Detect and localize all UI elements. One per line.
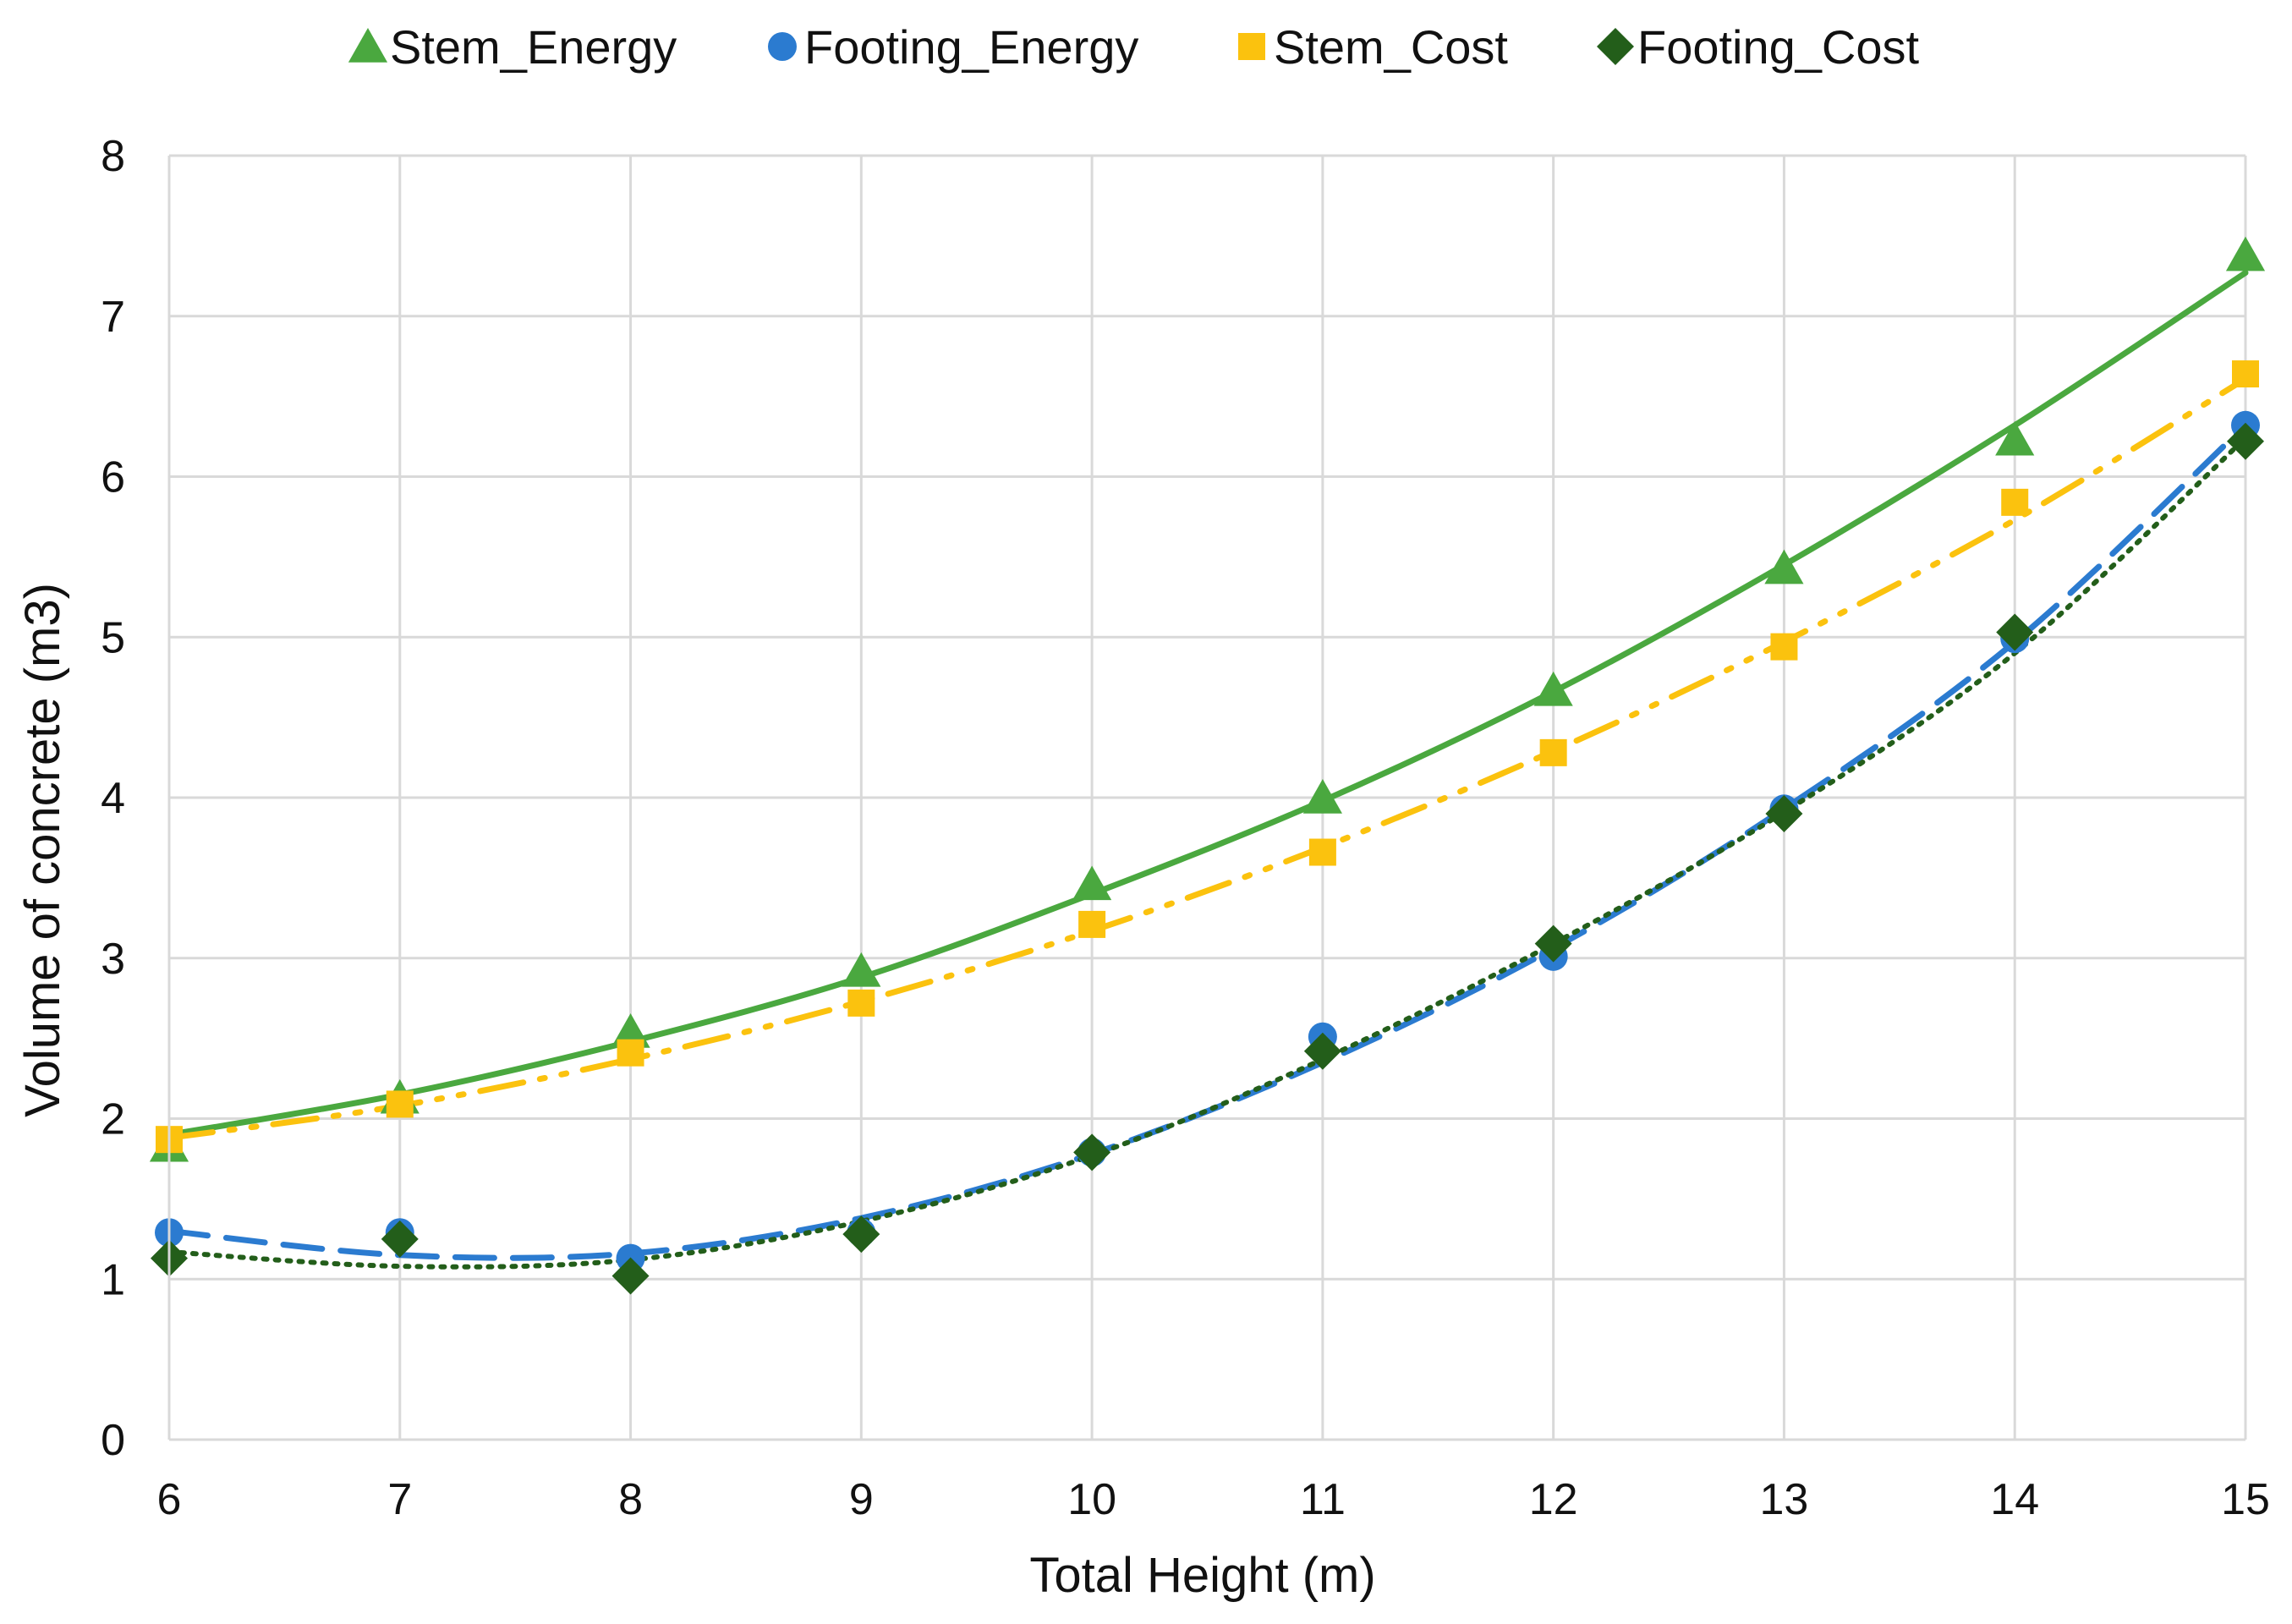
legend-marker-stem-energy [348,28,388,63]
trendline-stem-energy [166,270,2249,1138]
legend: Stem_Energy Footing_Energy Stem_Cost Footin… [348,20,1920,74]
marker-stem-cost [1078,910,1106,938]
y-axis-label: Volume of concrete (m3) [15,583,70,1117]
legend-label-stem-energy: Stem_Energy [390,20,677,74]
legend-marker-footing-energy [768,32,797,61]
y-tick-label: 8 [101,132,125,181]
marker-stem-energy [1764,549,1804,584]
y-tick-label: 6 [101,453,125,502]
legend-label-stem-cost: Stem_Cost [1274,20,1508,74]
marker-footing-cost [1303,1032,1341,1070]
y-tick-label: 3 [101,935,125,984]
x-tick-label: 8 [618,1475,643,1524]
legend-marker-stem-cost [1238,33,1265,60]
grid [169,154,2247,1440]
marker-stem-energy [842,952,881,987]
y-tick-label: 2 [101,1095,125,1144]
legend-label-footing-energy: Footing_Energy [804,20,1138,74]
marker-stem-energy [611,1013,650,1048]
marker-footing-cost [1534,924,1572,963]
x-tick-label: 14 [1990,1475,2039,1524]
marker-footing-cost [1996,613,2034,651]
trendline-stem-cost [166,376,2249,1141]
x-tick-label: 12 [1529,1475,1578,1524]
x-tick-label: 9 [849,1475,874,1524]
marker-stem-cost [1770,633,1798,661]
marker-stem-energy [1302,779,1342,814]
trendlines [166,270,2249,1270]
marker-footing-cost [611,1257,650,1295]
x-tick-label: 13 [1760,1475,1809,1524]
y-tick-label: 1 [101,1255,125,1304]
marker-stem-cost [1539,738,1567,766]
x-tick-label: 10 [1067,1475,1116,1524]
x-axis-label: Total Height (m) [1029,1548,1375,1603]
marker-stem-energy [2225,236,2266,272]
y-tick-label: 5 [101,613,125,662]
y-tick-label: 4 [101,774,125,823]
marker-footing-cost [842,1215,880,1254]
marker-footing-cost [381,1220,419,1258]
marker-stem-cost [2001,488,2029,516]
x-tick-label: 11 [1300,1475,1346,1524]
marker-footing-cost [1765,794,1803,832]
marker-stem-cost [386,1090,414,1118]
marker-footing-cost [1073,1133,1111,1171]
marker-stem-cost [617,1039,644,1067]
trendline-footing-energy [166,422,2249,1261]
marker-stem-energy [1072,865,1112,901]
marker-footing-cost [2227,422,2264,460]
trendline-footing-cost [167,435,2248,1270]
marker-stem-cost [847,989,875,1017]
y-tick-label: 7 [101,293,125,342]
x-tick-label: 6 [157,1475,182,1524]
marker-stem-cost [2232,360,2259,388]
axes [167,156,2245,1441]
x-tick-label: 7 [387,1475,412,1524]
data-markers [149,236,2266,1295]
marker-stem-energy [1995,420,2035,456]
marker-stem-cost [1308,838,1336,866]
legend-marker-footing-cost [1597,28,1634,65]
legend-label-footing-cost: Footing_Cost [1637,20,1920,74]
y-tick-label: 0 [101,1416,125,1465]
x-tick-label: 15 [2221,1475,2270,1524]
marker-stem-energy [1533,671,1573,706]
